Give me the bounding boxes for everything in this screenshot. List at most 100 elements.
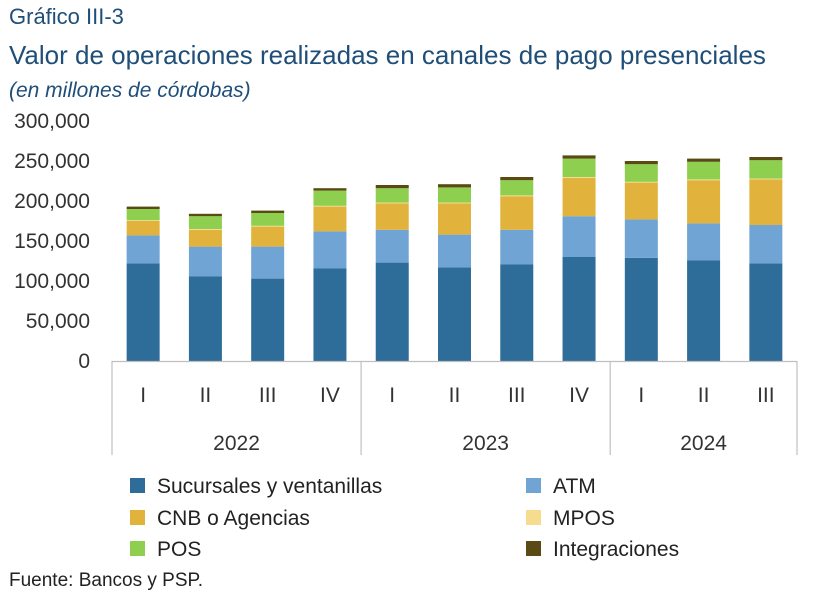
x-tick-label: I: [638, 384, 644, 407]
bar-segment-sucursales-y-ventanillas: [749, 263, 783, 361]
y-tick-label: 50,000: [26, 310, 90, 333]
bar-segment-cnb-o-agencias: [188, 229, 222, 247]
legend-item: Integraciones: [526, 538, 679, 561]
x-tick-label: IV: [569, 384, 589, 407]
bar-stack: [375, 185, 409, 361]
x-tick-label: III: [508, 384, 526, 407]
bar-segment-mpos: [126, 220, 160, 221]
legend-item: POS: [130, 538, 201, 561]
bar-segment-cnb-o-agencias: [126, 221, 160, 236]
legend-label: CNB o Agencias: [157, 507, 310, 530]
bar-stack: [313, 188, 347, 361]
bar-segment-mpos: [438, 202, 471, 204]
bar-segment-sucursales-y-ventanillas: [188, 276, 222, 361]
bar-segment-atm: [749, 225, 783, 264]
bar-segment-atm: [313, 231, 347, 269]
bar-segment-pos: [188, 216, 222, 229]
legend-swatch: [526, 510, 541, 525]
bar-segment-cnb-o-agencias: [687, 180, 721, 224]
chart-number: Gráfico III-3: [9, 4, 124, 29]
y-tick-label: 150,000: [14, 230, 90, 253]
bar-segment-sucursales-y-ventanillas: [624, 257, 658, 361]
bar-segment-integraciones: [251, 210, 285, 213]
bar-stack: [438, 184, 471, 361]
bar-segment-cnb-o-agencias: [562, 177, 596, 217]
x-tick-label: II: [200, 384, 212, 407]
bar-segment-atm: [687, 223, 721, 261]
legend-label: Sucursales y ventanillas: [157, 475, 382, 498]
legend: Sucursales y ventanillas ATM CNB o Agencia…: [130, 475, 679, 561]
bar-segment-pos: [500, 180, 534, 196]
bar-segment-integraciones: [624, 161, 658, 165]
bar-segment-pos: [562, 158, 596, 177]
bar-segment-cnb-o-agencias: [313, 206, 347, 232]
bar-segment-pos: [126, 209, 160, 221]
bar-segment-sucursales-y-ventanillas: [500, 264, 534, 361]
bar-segment-pos: [624, 164, 658, 182]
legend-swatch: [526, 478, 541, 493]
y-axis-ticks: 0 50,000 100,000 150,000 200,000 250,000 300,0…: [14, 110, 90, 373]
bar-segment-pos: [749, 160, 783, 179]
bar-segment-mpos: [375, 202, 409, 204]
y-tick-label: 0: [78, 350, 90, 373]
bar-segment-pos: [438, 187, 471, 203]
legend-item: ATM: [526, 475, 596, 498]
bar-segment-pos: [375, 188, 409, 203]
bar-segment-sucursales-y-ventanillas: [251, 278, 285, 361]
bar-segment-integraciones: [375, 185, 409, 189]
bar-stack: [749, 157, 783, 361]
legend-swatch: [130, 478, 145, 493]
bar-segment-cnb-o-agencias: [500, 196, 534, 230]
x-tick-label: II: [698, 384, 710, 407]
bar-segment-atm: [126, 235, 160, 264]
chart-title: Valor de operaciones realizadas en canal…: [9, 40, 766, 70]
bar-segment-sucursales-y-ventanillas: [375, 262, 409, 361]
x-tick-label: II: [449, 384, 461, 407]
x-tick-label: IV: [320, 384, 340, 407]
bar-segment-cnb-o-agencias: [749, 179, 783, 225]
y-tick-label: 250,000: [14, 150, 90, 173]
x-group-label: 2023: [462, 432, 509, 455]
bar-segment-integraciones: [749, 157, 783, 161]
bar-segment-sucursales-y-ventanillas: [562, 257, 596, 361]
y-tick-label: 200,000: [14, 190, 90, 213]
bar-segment-atm: [562, 216, 596, 257]
bar-segment-cnb-o-agencias: [624, 182, 658, 220]
legend-item: MPOS: [526, 507, 615, 530]
bar-segment-mpos: [500, 195, 534, 197]
legend-item: CNB o Agencias: [130, 507, 310, 530]
bar-stack: [188, 213, 222, 361]
bar-segment-mpos: [313, 205, 347, 207]
bar-segment-mpos: [562, 177, 596, 178]
bars: [126, 155, 783, 361]
chart-subtitle: (en millones de córdobas): [9, 79, 251, 102]
bar-segment-pos: [313, 190, 347, 206]
legend-label: ATM: [553, 475, 596, 498]
bar-stack: [500, 177, 534, 361]
y-tick-label: 100,000: [14, 270, 90, 293]
bar-stack: [251, 210, 285, 361]
legend-swatch: [130, 541, 145, 556]
legend-label: MPOS: [553, 507, 615, 530]
bar-segment-integraciones: [562, 155, 596, 159]
x-tick-label: I: [140, 384, 146, 407]
bar-segment-mpos: [749, 178, 783, 180]
bar-segment-pos: [687, 161, 721, 180]
bar-segment-mpos: [624, 181, 658, 183]
bar-segment-integraciones: [313, 188, 347, 191]
bar-segment-atm: [375, 229, 409, 263]
bar-stack: [126, 206, 160, 361]
bar-segment-sucursales-y-ventanillas: [126, 263, 160, 361]
bar-segment-mpos: [251, 225, 285, 227]
x-tick-label: III: [757, 384, 775, 407]
bar-segment-atm: [188, 246, 222, 277]
bar-segment-integraciones: [438, 184, 471, 188]
bar-segment-sucursales-y-ventanillas: [313, 268, 347, 361]
legend-swatch: [526, 541, 541, 556]
bar-segment-integraciones: [500, 177, 534, 181]
legend-label: Integraciones: [553, 538, 679, 561]
x-tick-label: I: [389, 384, 395, 407]
legend-item: Sucursales y ventanillas: [130, 475, 382, 498]
